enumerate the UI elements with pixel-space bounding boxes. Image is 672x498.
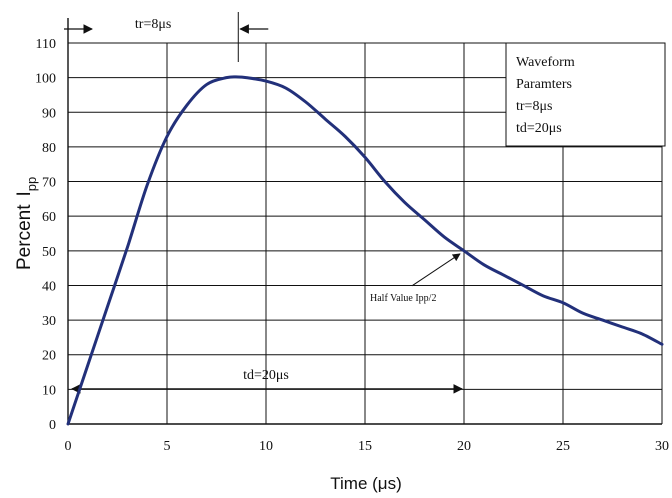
tick-labels: 0 10 20 30 40 50 60 70 80 90 100 110 0 5 10 15 20 25 30 [35,37,669,454]
x-tick-label-0: 0 [65,439,72,454]
grid [67,18,663,425]
half-value-label: Half Value Ipp/2 [370,293,436,304]
y-tick-label-70: 70 [42,176,56,191]
annotations: tr=8μs td=20μs Half Value Ipp/2 [64,12,463,394]
x-tick-label-30: 30 [655,439,669,454]
y-tick-label-20: 20 [42,349,56,364]
y-axis-label-subscript: pp [24,177,39,191]
rise-time-label: tr=8μs [135,17,171,32]
waveform-series-line [66,75,664,426]
x-axis-label: Time (μs) [330,474,402,493]
legend-line-3: tr=8μs [516,99,552,114]
y-tick-label-10: 10 [42,383,56,398]
y-tick-label-110: 110 [36,37,56,52]
legend-line-4: td=20μs [516,121,562,136]
x-tick-label-10: 10 [259,439,273,454]
x-tick-label-5: 5 [164,439,171,454]
x-tick-label-25: 25 [556,439,570,454]
y-tick-label-90: 90 [42,106,56,121]
y-tick-label-0: 0 [49,418,56,433]
legend-line-1: Waveform [516,55,575,70]
y-tick-label-30: 30 [42,314,56,329]
y-axis-label: Percent Ipp [14,177,39,270]
x-tick-label-15: 15 [358,439,372,454]
legend-box: Waveform Paramters tr=8μs td=20μs [505,42,666,147]
y-tick-label-50: 50 [42,245,56,260]
decay-time-label: td=20μs [243,368,289,383]
y-tick-label-100: 100 [35,72,56,87]
y-tick-label-60: 60 [42,210,56,225]
y-axis-label-main: Percent [14,204,35,270]
legend-background [505,42,666,147]
y-tick-label-40: 40 [42,279,56,294]
half-value-arrow [411,253,461,287]
y-tick-label-80: 80 [42,141,56,156]
legend-line-2: Paramters [516,77,572,92]
y-axis-label-current: I [14,191,35,196]
x-tick-label-20: 20 [457,439,471,454]
